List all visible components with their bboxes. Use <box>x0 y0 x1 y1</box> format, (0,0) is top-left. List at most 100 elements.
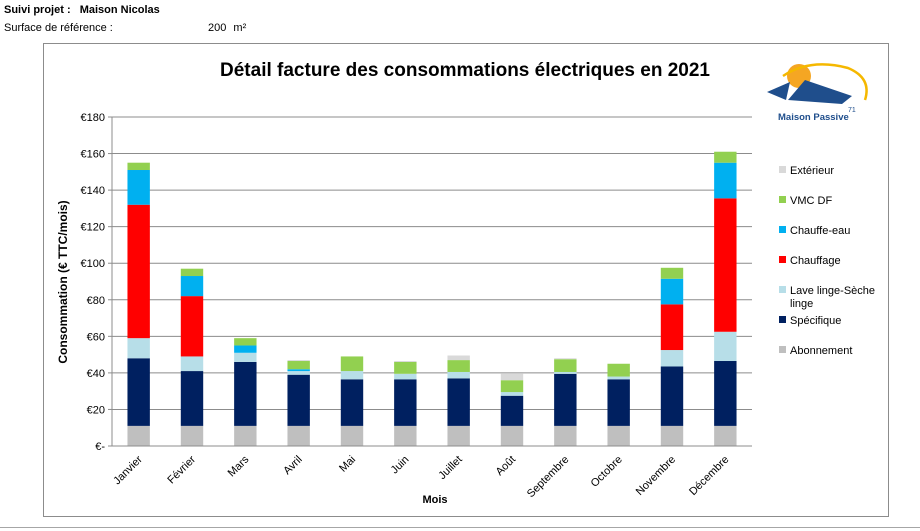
x-axis-label: Mois <box>422 494 447 506</box>
logo-text: Maison Passive <box>778 112 849 123</box>
bar-segment <box>447 378 470 426</box>
bar-segment <box>287 425 310 446</box>
bar-segment <box>607 379 630 426</box>
bar-segment <box>714 331 737 362</box>
bar-segment <box>394 425 417 446</box>
bar-segment <box>287 361 310 370</box>
bar-segment <box>234 425 257 446</box>
x-tick-label: Août <box>494 454 518 478</box>
y-tick-label: €120 <box>81 222 105 234</box>
bar-segment <box>554 358 577 360</box>
x-tick-label: Mars <box>226 453 252 479</box>
x-tick-label: Avril <box>281 454 304 477</box>
bar-segment <box>394 373 417 380</box>
bar-segment <box>554 373 577 426</box>
bar-segment <box>500 380 524 393</box>
bar-segment <box>660 267 684 279</box>
x-tick-label: Septembre <box>525 454 572 501</box>
legend-swatch <box>779 226 786 233</box>
bar-segment <box>447 371 470 379</box>
legend-label: Spécifique <box>790 315 841 327</box>
bar-segment <box>394 379 417 426</box>
legend-label: Extérieur <box>790 165 834 177</box>
x-tick-label: Décembre <box>687 454 731 498</box>
surface-value-group: 200 m² <box>208 21 246 35</box>
x-tick-label: Mai <box>337 454 358 475</box>
bar-segment <box>180 296 204 357</box>
legend-label: Chauffage <box>790 255 841 267</box>
legend-label: Chauffe-eau <box>790 225 850 237</box>
bar-segment <box>447 360 470 372</box>
x-tick-label: Novembre <box>634 454 678 498</box>
bar-segment <box>127 358 150 426</box>
bar-segment <box>607 363 630 377</box>
legend-swatch <box>779 166 786 173</box>
legend-swatch <box>779 196 786 203</box>
roof-icon <box>788 80 852 104</box>
bar-segment <box>127 425 150 446</box>
bar-segment <box>287 360 310 362</box>
legend-label: VMC DF <box>790 195 832 207</box>
bar-segment <box>340 371 364 380</box>
bar-segment <box>500 392 524 396</box>
bar-segment <box>287 371 310 375</box>
legend-swatch <box>779 316 786 323</box>
bar-segment <box>607 425 630 446</box>
axes <box>111 117 752 447</box>
bar-segment <box>714 198 737 332</box>
bar-segment <box>660 366 684 426</box>
grid-lines <box>108 116 752 447</box>
legend-label: Abonnement <box>790 345 852 357</box>
bar-segment <box>234 352 257 362</box>
bar-segment <box>180 268 204 277</box>
bar-segment <box>714 151 737 163</box>
x-tick-label: Juin <box>389 454 412 477</box>
project-label: Suivi projet : <box>4 4 71 16</box>
chart-title: Détail facture des consommations électri… <box>220 60 710 81</box>
bar-segment <box>660 425 684 446</box>
x-tick-label: Février <box>165 453 198 486</box>
project-header: Suivi projet : Maison Nicolas <box>4 3 160 17</box>
bar-segment <box>500 425 524 446</box>
bar-segment <box>554 425 577 446</box>
bar-segment <box>554 359 577 372</box>
roof-edge-icon <box>767 82 790 100</box>
roof-arc-icon <box>782 63 868 101</box>
bar-segment <box>340 425 364 446</box>
y-tick-label: €160 <box>81 149 105 161</box>
bars <box>127 151 737 446</box>
bar-segment <box>447 355 470 361</box>
y-tick-labels: €- €20 €40 €60 €80 €100 €120 €140 €160 €180 <box>81 112 106 453</box>
bar-segment <box>340 356 364 372</box>
bar-segment <box>180 425 204 446</box>
surface-unit: m² <box>233 22 247 34</box>
y-tick-label: €80 <box>87 295 105 307</box>
y-tick-label: €140 <box>81 185 105 197</box>
bar-segment <box>234 345 257 353</box>
bar-segment <box>554 371 577 374</box>
bar-segment <box>180 371 204 426</box>
bar-segment <box>500 373 524 381</box>
bar-segment <box>660 350 684 367</box>
legend-label: Lave linge-Sèche linge <box>790 285 875 310</box>
bar-segment <box>607 376 630 380</box>
x-tick-label: Juillet <box>436 454 464 482</box>
x-tick-label: Janvier <box>111 453 145 487</box>
y-tick-label: €60 <box>87 331 105 343</box>
legend-swatch <box>779 256 786 263</box>
y-tick-label: €180 <box>81 112 105 124</box>
logo-number: 71 <box>848 107 856 114</box>
bar-segment <box>287 369 310 372</box>
project-name: Maison Nicolas <box>79 4 160 16</box>
bar-segment <box>234 361 257 426</box>
bar-segment <box>127 170 150 205</box>
bar-segment <box>660 278 684 305</box>
bar-segment <box>500 395 524 426</box>
bar-segment <box>127 338 150 359</box>
page-divider <box>0 527 920 528</box>
y-tick-label: €40 <box>87 368 105 380</box>
bar-segment <box>287 374 310 426</box>
legend-swatch <box>779 286 786 293</box>
bar-segment <box>234 338 257 346</box>
